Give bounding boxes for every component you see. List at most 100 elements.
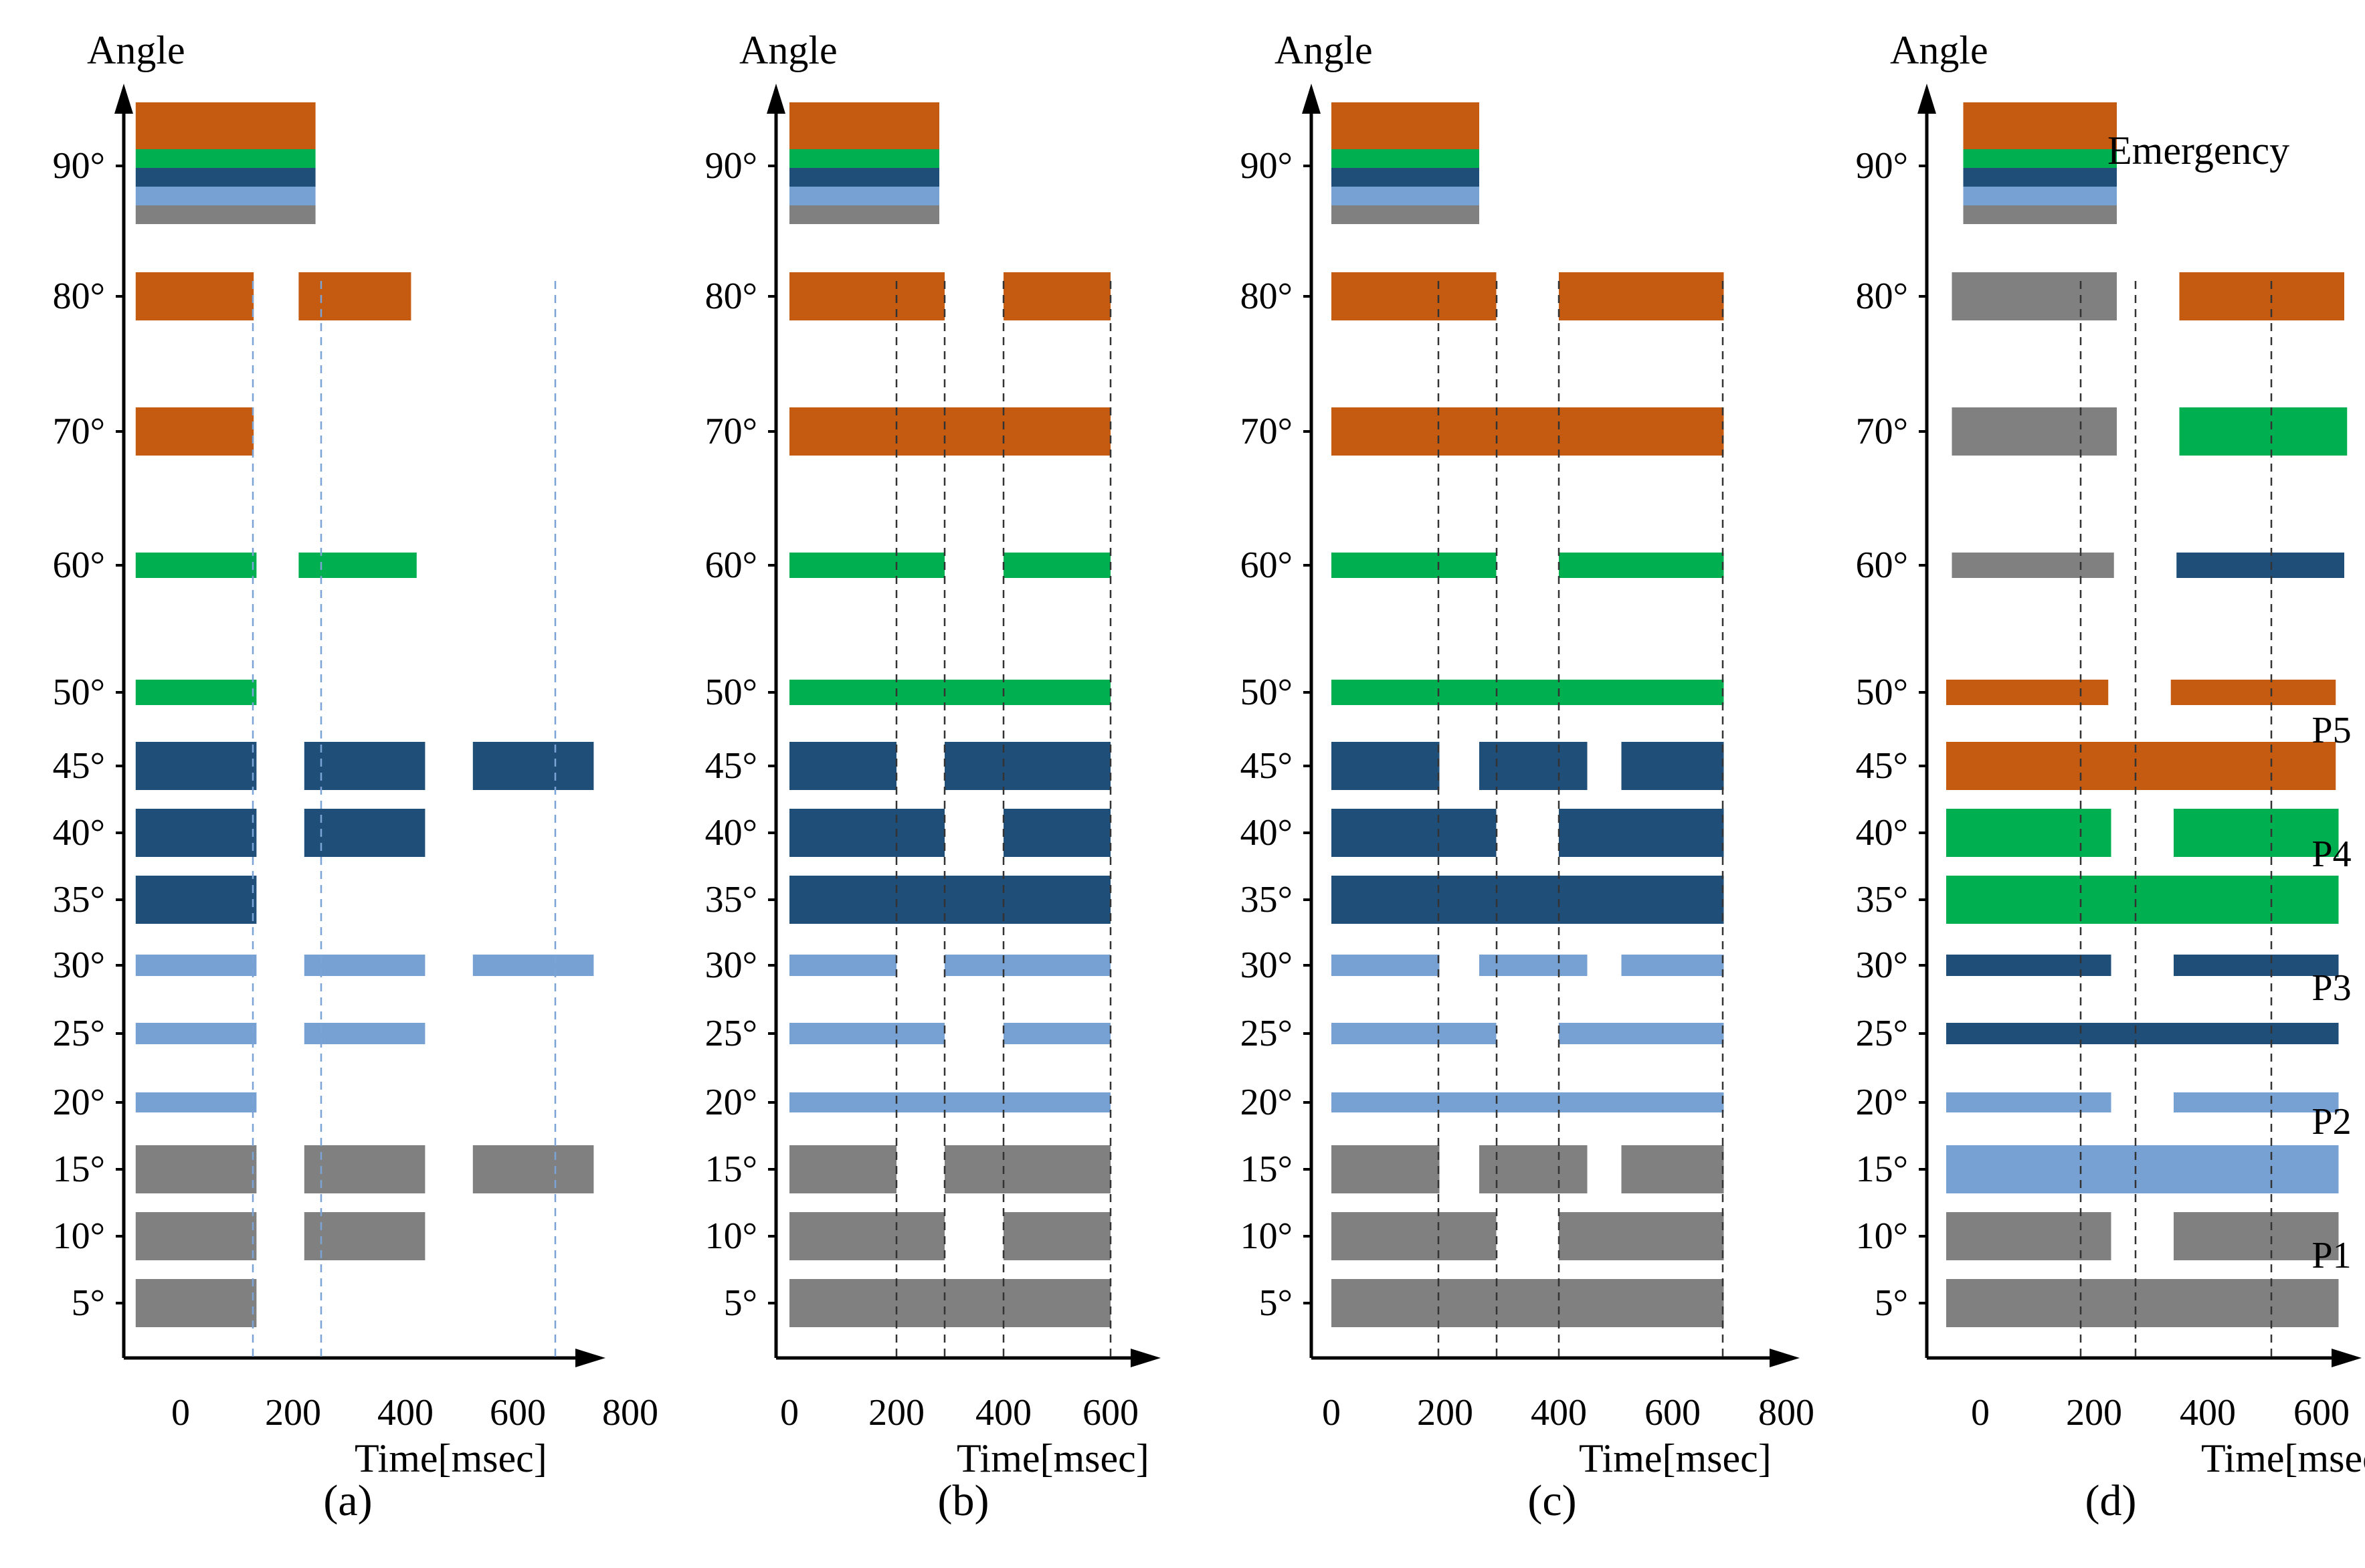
- y-tick-label: 70°: [1240, 411, 1293, 452]
- panel-c: 5° 10° 15° 20° 25° 30° 35° 40° 45° 50° 60° 70° 80° 90…: [1240, 28, 1814, 1525]
- bar-20-deg: [2174, 1092, 2339, 1112]
- y-tick-label: 20°: [53, 1082, 105, 1123]
- bar-80-deg: [1559, 272, 1724, 320]
- bar-25-deg: [1946, 1023, 2339, 1044]
- bar-60-deg: [1004, 553, 1111, 578]
- y-tick-label: 60°: [705, 545, 757, 586]
- y-tick-label: 35°: [1856, 879, 1908, 920]
- bar-25-deg: [789, 1023, 945, 1044]
- y-tick-label: 50°: [1856, 672, 1908, 713]
- emergency-bar-green: [1331, 149, 1479, 168]
- bar-40-deg: [1331, 809, 1497, 857]
- panel-label: (b): [938, 1476, 989, 1525]
- x-tick-label: 400: [975, 1392, 1032, 1434]
- bar-45-deg: [945, 742, 1111, 790]
- y-tick-label: 70°: [53, 411, 105, 452]
- y-tick-label: 20°: [1240, 1082, 1293, 1123]
- y-tick-label: 15°: [1240, 1149, 1293, 1190]
- y-tick-label: 5°: [72, 1282, 105, 1324]
- emergency-bar-gray: [1963, 205, 2117, 224]
- panel-a: 5° 10° 15° 20° 25° 30° 35° 40° 45° 50° 60° 70° 80° 90…: [53, 28, 658, 1525]
- panel-label: (d): [2085, 1476, 2137, 1525]
- emergency-label: Emergency: [2107, 128, 2289, 173]
- x-axis-title: Time[msec]: [2201, 1436, 2365, 1480]
- x-tick-label: 800: [602, 1392, 658, 1434]
- y-tick-label: 70°: [705, 411, 757, 452]
- x-tick-label: 0: [780, 1392, 799, 1434]
- y-tick-label: 15°: [1856, 1149, 1908, 1190]
- bar-10-deg: [1559, 1212, 1724, 1260]
- x-tick-label: 400: [1531, 1392, 1587, 1434]
- bar-25-deg: [1559, 1023, 1724, 1044]
- bar-60-deg: [1952, 553, 2114, 578]
- panel-label: (a): [323, 1476, 372, 1525]
- y-axis-arrow: [1917, 84, 1936, 114]
- emergency-bar-gray: [789, 205, 939, 224]
- bar-25-deg: [1331, 1023, 1497, 1044]
- bar-70-deg: [1952, 407, 2117, 456]
- y-tick-label: 40°: [1240, 812, 1293, 854]
- x-axis-arrow: [1131, 1349, 1161, 1367]
- bar-30-deg: [2174, 955, 2339, 976]
- bar-20-deg: [135, 1092, 257, 1112]
- bar-5-deg: [135, 1279, 257, 1327]
- x-tick-label: 0: [1971, 1392, 1990, 1434]
- x-tick-label: 200: [1417, 1392, 1473, 1434]
- x-tick-label: 600: [490, 1392, 546, 1434]
- emergency-bar-lightblue: [1331, 187, 1479, 205]
- emergency-bar-darkblue: [789, 168, 939, 187]
- y-tick-label: 45°: [1240, 745, 1293, 787]
- bar-15-deg: [135, 1145, 257, 1193]
- x-tick-label: 200: [868, 1392, 925, 1434]
- bar-30-deg: [135, 955, 257, 976]
- bar-40-deg: [1946, 809, 2111, 857]
- y-tick-label: 35°: [705, 879, 757, 920]
- y-tick-label: 45°: [53, 745, 105, 787]
- bar-40-deg: [304, 809, 425, 857]
- panel-b: 5° 10° 15° 20° 25° 30° 35° 40° 45° 50° 60° 70° 80° 90…: [705, 28, 1161, 1525]
- y-axis-arrow: [1302, 84, 1321, 114]
- bar-70-deg: [135, 407, 254, 456]
- bar-5-deg: [1331, 1279, 1724, 1327]
- bar-45-deg: [304, 742, 425, 790]
- x-tick-label: 600: [1082, 1392, 1139, 1434]
- emergency-bar-lightblue: [1963, 187, 2117, 205]
- bar-60-deg: [135, 553, 257, 578]
- y-tick-label: 25°: [53, 1013, 105, 1054]
- bar-15-deg: [945, 1145, 1111, 1193]
- panels: 5° 10° 15° 20° 25° 30° 35° 40° 45° 50° 60° 70° 80° 90…: [53, 28, 2365, 1525]
- bar-10-deg: [135, 1212, 257, 1260]
- bar-60-deg: [2176, 553, 2344, 578]
- bar-70-deg: [2179, 407, 2348, 456]
- bar-40-deg: [789, 809, 945, 857]
- bar-80-deg: [1004, 272, 1111, 320]
- bar-15-deg: [304, 1145, 425, 1193]
- y-tick-label: 45°: [1856, 745, 1908, 787]
- bar-10-deg: [304, 1212, 425, 1260]
- bar-10-deg: [789, 1212, 945, 1260]
- group-label-p2: P2: [2311, 1101, 2351, 1143]
- bar-30-deg: [1621, 955, 1724, 976]
- group-label-p1: P1: [2311, 1235, 2351, 1276]
- emergency-bar-gray: [1331, 205, 1479, 224]
- y-tick-label: 90°: [1856, 145, 1908, 187]
- bar-80-deg: [789, 272, 945, 320]
- emergency-bar-green: [789, 149, 939, 168]
- bar-45-deg: [789, 742, 896, 790]
- bar-80-deg: [2179, 272, 2344, 320]
- bar-30-deg: [1331, 955, 1440, 976]
- y-tick-label: 30°: [705, 945, 757, 986]
- y-tick-label: 15°: [705, 1149, 757, 1190]
- bar-40-deg: [2174, 809, 2339, 857]
- bar-50-deg: [1946, 680, 2109, 705]
- bar-10-deg: [1331, 1212, 1497, 1260]
- y-tick-label: 90°: [53, 145, 105, 187]
- emergency-bar-orange: [789, 102, 939, 149]
- bar-20-deg: [1946, 1092, 2111, 1112]
- emergency-bar-green: [1963, 149, 2117, 168]
- emergency-bar-orange: [1963, 102, 2117, 149]
- bar-80-deg: [298, 272, 411, 320]
- bar-20-deg: [789, 1092, 1111, 1112]
- y-axis-title: Angle: [1274, 28, 1373, 72]
- emergency-bar-orange: [1331, 102, 1479, 149]
